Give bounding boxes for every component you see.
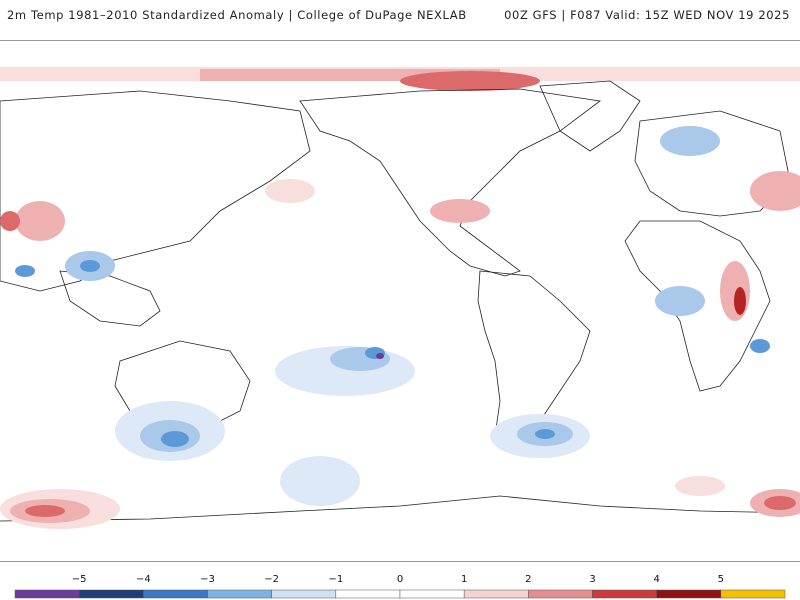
colorbar: −5 −4 −3 −2 −1 0 1 2 3 4 5 (0, 566, 800, 600)
antarctica (0, 495, 800, 522)
cold-patch (750, 339, 770, 353)
cold-patch (80, 260, 100, 272)
map-title: 2m Temp 1981–2010 Standardized Anomaly |… (7, 8, 467, 22)
warm-patch (265, 179, 315, 203)
colorbar-cell (528, 589, 593, 599)
colorbar-tick-label: 0 (397, 574, 403, 585)
colorbar-tick-label: −2 (264, 574, 279, 585)
colorbar-cell (143, 589, 208, 599)
greenland (539, 80, 641, 152)
colorbar-cell (656, 589, 722, 599)
colorbar-cell (335, 589, 401, 599)
colorbar-cell (14, 589, 80, 599)
africa (624, 220, 771, 392)
warm-patch (764, 496, 796, 510)
warm-patch (675, 476, 725, 496)
warm-patch (25, 505, 65, 517)
australia (114, 340, 251, 427)
map-canvas (0, 67, 800, 529)
colorbar-cell (463, 589, 529, 599)
colorbar-tick-label: 4 (653, 574, 659, 585)
europe (634, 110, 791, 217)
cold-anomalies (15, 126, 770, 506)
warm-patch (430, 199, 490, 223)
colorbar-cell (720, 589, 786, 599)
colorbar-svg: −5 −4 −3 −2 −1 0 1 2 3 4 5 (14, 574, 786, 599)
colorbar-tick-label: −3 (200, 574, 215, 585)
cold-patch (535, 429, 555, 439)
warm-patch (734, 287, 746, 315)
model-valid-time: 00Z GFS | F087 Valid: 15Z WED NOV 19 202… (504, 8, 790, 22)
colorbar-tick-label: −1 (328, 574, 343, 585)
cold-patch (15, 265, 35, 277)
colorbar-tick-label: 5 (718, 574, 724, 585)
coastlines (0, 80, 800, 522)
header: 2m Temp 1981–2010 Standardized Anomaly |… (0, 0, 800, 40)
warm-anomalies (0, 171, 800, 529)
colorbar-cell (592, 589, 657, 599)
colorbar-tick-label: 1 (461, 574, 467, 585)
colorbar-tick-label: −5 (72, 574, 87, 585)
colorbar-cell (271, 589, 337, 599)
north-america (299, 88, 602, 277)
colorbar-tick-label: 3 (589, 574, 595, 585)
colorbar-cell (78, 589, 144, 599)
cold-patch (376, 353, 384, 359)
warm-patch (0, 211, 20, 231)
colorbar-tick-label: −4 (136, 574, 151, 585)
colorbar-cell (207, 589, 272, 599)
asia (0, 90, 311, 292)
colorbar-cell (399, 589, 465, 599)
anomaly-map[interactable] (0, 40, 800, 562)
colorbar-tick-label: 2 (525, 574, 531, 585)
warm-patch (720, 261, 750, 321)
arctic-warm-patch (400, 71, 540, 91)
cold-patch (655, 286, 705, 316)
cold-patch (660, 126, 720, 156)
warm-patch (750, 171, 800, 211)
cold-patch (161, 431, 189, 447)
maritime-se-asia (59, 270, 161, 327)
cold-patch (280, 456, 360, 506)
warm-patch (15, 201, 65, 241)
